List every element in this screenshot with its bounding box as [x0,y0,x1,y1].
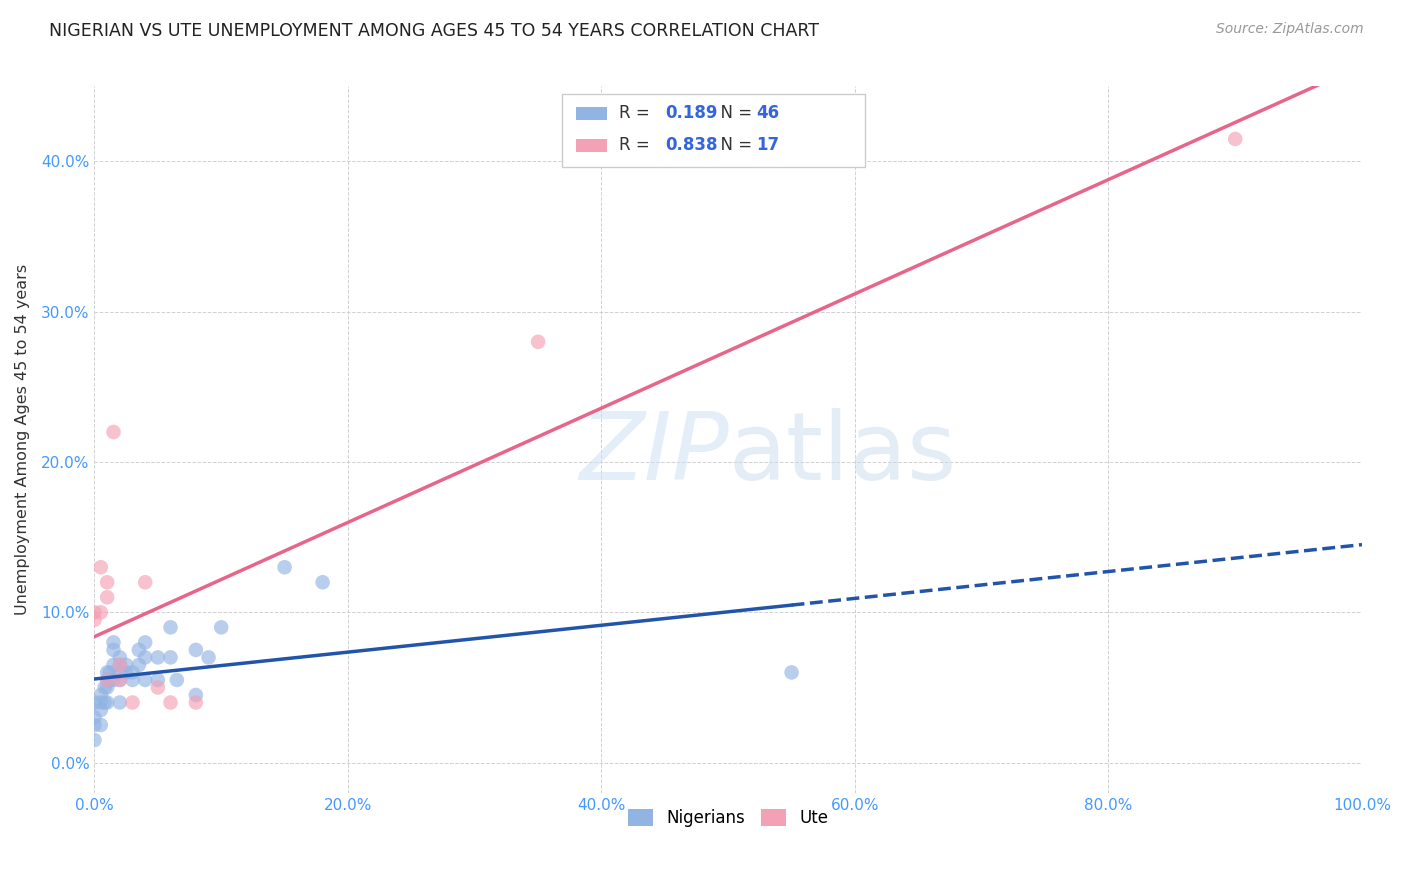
Point [96,665,118,680]
Point [108,657,131,672]
Point [146,673,169,687]
Point [96,575,118,590]
Point [90,696,112,710]
Point [90,560,112,574]
Point [146,681,169,695]
Point [103,425,125,439]
Point [103,643,125,657]
Point [121,665,143,680]
Point [209,620,232,634]
Point [134,673,156,687]
Point [527,334,550,349]
Point [159,696,181,710]
Point [103,673,125,687]
Point [115,657,138,672]
Legend: Nigerians, Ute: Nigerians, Ute [621,802,835,834]
Point [121,696,143,710]
Text: 17: 17 [756,136,779,154]
Point [780,665,803,680]
Point [90,718,112,732]
Point [184,643,207,657]
Point [96,673,118,687]
Y-axis label: Unemployment Among Ages 45 to 54 years: Unemployment Among Ages 45 to 54 years [15,264,30,615]
Point [121,673,143,687]
Point [108,665,131,680]
Point [103,657,125,672]
Point [159,620,181,634]
Point [98,673,121,687]
Point [93,681,115,695]
Point [128,657,150,672]
Text: atlas: atlas [728,408,956,500]
Point [96,591,118,605]
Point [159,650,181,665]
Point [108,657,131,672]
Text: R =: R = [619,104,655,122]
Point [134,635,156,649]
Text: N =: N = [710,136,758,154]
Text: NIGERIAN VS UTE UNEMPLOYMENT AMONG AGES 45 TO 54 YEARS CORRELATION CHART: NIGERIAN VS UTE UNEMPLOYMENT AMONG AGES … [49,22,820,40]
Point [1225,132,1247,146]
Point [96,696,118,710]
Point [90,605,112,619]
Point [90,688,112,702]
Point [108,650,131,665]
Point [83,710,105,724]
Text: 46: 46 [756,104,779,122]
Text: N =: N = [710,104,758,122]
Text: Source: ZipAtlas.com: Source: ZipAtlas.com [1216,22,1364,37]
Point [83,613,105,627]
Point [184,688,207,702]
Point [134,650,156,665]
Point [83,733,105,747]
Point [83,718,105,732]
Point [146,650,169,665]
Point [108,673,131,687]
Point [108,673,131,687]
Point [103,635,125,649]
Point [90,703,112,717]
Point [83,605,105,619]
Point [128,643,150,657]
Text: ZIP: ZIP [579,409,728,500]
Point [115,665,138,680]
Text: 0.189: 0.189 [665,104,717,122]
Point [96,673,118,687]
Point [83,696,105,710]
Point [197,650,219,665]
Point [166,673,188,687]
Point [184,696,207,710]
Text: 0.838: 0.838 [665,136,717,154]
Point [108,696,131,710]
Point [93,696,115,710]
Point [96,681,118,695]
Point [273,560,295,574]
Point [98,665,121,680]
Point [134,575,156,590]
Text: R =: R = [619,136,655,154]
Point [311,575,333,590]
